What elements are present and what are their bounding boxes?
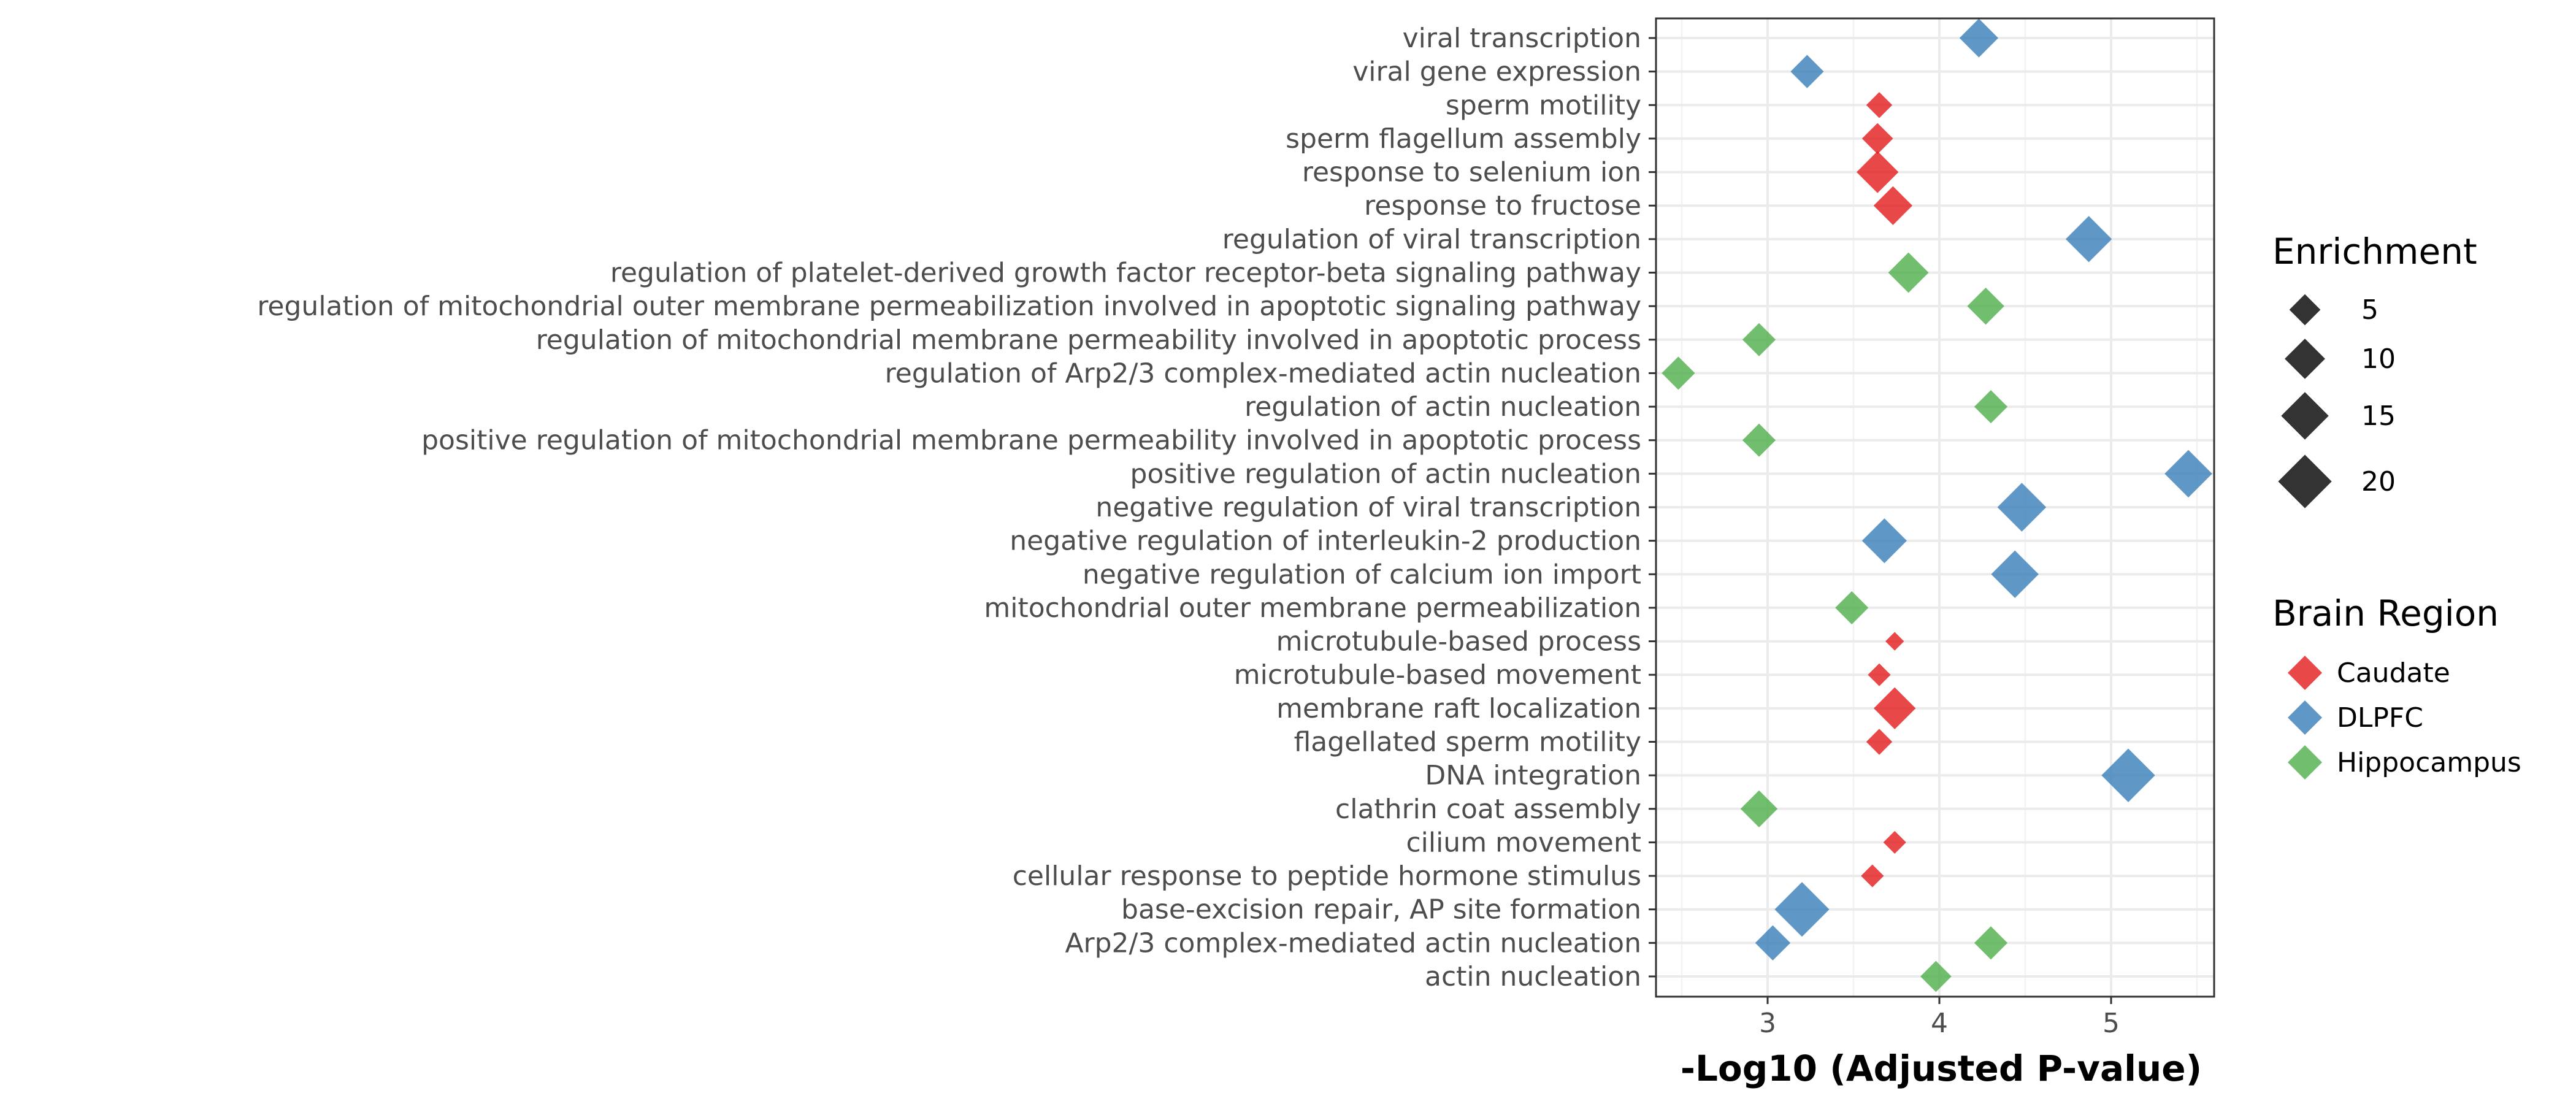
point-hippocampus-regulation-of-arp2-3-complex-mediated-actin-nucleation [1662,356,1695,390]
point-caudate-sperm-flagellum-assembly [1861,123,1893,155]
y-label-microtubule-based-process: microtubule-based process [1276,626,1641,657]
point-dlpfc-regulation-of-viral-transcription [2065,216,2112,263]
y-label-microtubule-based-movement: microtubule-based movement [1234,659,1641,691]
size-legend-label: 5 [2361,294,2379,326]
point-caudate-sperm-motility [1866,92,1893,118]
point-caudate-microtubule-based-process [1885,632,1904,651]
color-legend-title: Brain Region [2272,592,2499,634]
y-label-response-to-selenium-ion: response to selenium ion [1302,157,1641,188]
y-label-positive-regulation-of-actin-nucleation: positive regulation of actin nucleation [1130,458,1641,489]
point-dlpfc-viral-transcription [1959,18,1998,58]
y-label-positive-regulation-of-mitochondrial-membrane-permeability-involved-in-apoptotic-process: positive regulation of mitochondrial mem… [421,425,1641,456]
y-label-arp2-3-complex-mediated-actin-nucleation: Arp2/3 complex-mediated actin nucleation [1065,927,1641,959]
y-label-negative-regulation-of-viral-transcription: negative regulation of viral transcripti… [1095,492,1641,523]
y-label-flagellated-sperm-motility: flagellated sperm motility [1294,727,1641,758]
y-label-actin-nucleation: actin nucleation [1425,961,1641,992]
point-hippocampus-arp2-3-complex-mediated-actin-nucleation [1974,926,2008,960]
point-dlpfc-negative-regulation-of-calcium-ion-import [1991,550,2039,599]
x-tick-label-3: 3 [1759,1008,1776,1039]
point-dlpfc-dna-integration [2101,748,2155,802]
color-legend-label: Caudate [2337,657,2450,689]
point-hippocampus-regulation-of-mitochondrial-outer-membrane-permeabilization-involved-in-apoptotic-signaling-pathway [1967,287,2004,325]
size-legend-label: 10 [2361,343,2396,375]
size-legend-label: 20 [2361,466,2396,497]
x-axis-ticks: 3 4 5 [1759,997,2120,1039]
point-hippocampus-regulation-of-mitochondrial-membrane-permeability-involved-in-apoptotic-process [1742,323,1776,356]
y-label-regulation-of-mitochondrial-membrane-permeability-involved-in-apoptotic-process: regulation of mitochondrial membrane per… [536,324,1641,356]
grid-layer [1656,18,2214,997]
y-label-regulation-of-actin-nucleation: regulation of actin nucleation [1244,391,1641,423]
y-label-regulation-of-mitochondrial-outer-membrane-permeabilization-involved-in-apoptotic-signaling-pathway: regulation of mitochondrial outer membra… [257,291,1641,322]
y-label-regulation-of-arp2-3-complex-mediated-actin-nucleation: regulation of Arp2/3 complex-mediated ac… [885,358,1641,389]
point-hippocampus-regulation-of-platelet-derived-growth-factor-receptor-beta-signaling-pathway [1888,252,1929,293]
y-label-negative-regulation-of-calcium-ion-import: negative regulation of calcium ion impor… [1083,559,1641,590]
color-legend-key-dlpfc [2288,700,2322,735]
y-label-cilium-movement: cilium movement [1406,827,1641,858]
size-legend-key-5 [2289,294,2321,326]
point-dlpfc-positive-regulation-of-actin-nucleation [2164,450,2212,498]
point-caudate-microtubule-based-movement [1868,663,1891,686]
y-label-sperm-motility: sperm motility [1446,90,1641,121]
size-legend: Enrichment 5 10 15 20 [2272,231,2477,508]
y-label-clathrin-coat-assembly: clathrin coat assembly [1335,794,1641,825]
y-label-regulation-of-viral-transcription: regulation of viral transcription [1222,224,1641,255]
y-label-viral-transcription: viral transcription [1403,23,1641,54]
y-label-mitochondrial-outer-membrane-permeabilization: mitochondrial outer membrane permeabiliz… [984,592,1641,624]
point-hippocampus-positive-regulation-of-mitochondrial-membrane-permeability-involved-in-apoptotic-process [1742,423,1776,457]
y-label-cellular-response-to-peptide-hormone-stimulus: cellular response to peptide hormone sti… [1013,861,1641,892]
x-tick-label-5: 5 [2103,1008,2120,1039]
y-label-negative-regulation-of-interleukin-2-production: negative regulation of interleukin-2 pro… [1010,526,1641,557]
point-dlpfc-base-excision-repair-ap-site-formation [1774,882,1830,937]
point-caudate-cilium-movement [1883,830,1906,854]
point-caudate-cellular-response-to-peptide-hormone-stimulus [1861,864,1884,887]
color-legend-label: DLPFC [2337,702,2423,734]
point-caudate-membrane-raft-localization [1874,687,1916,730]
point-dlpfc-negative-regulation-of-interleukin-2-production [1861,518,1907,564]
size-legend-key-20 [2278,454,2332,508]
size-legend-key-10 [2285,339,2325,379]
y-label-response-to-fructose: response to fructose [1364,190,1641,221]
y-label-viral-gene-expression: viral gene expression [1352,56,1641,88]
point-hippocampus-actin-nucleation [1920,960,1952,992]
point-hippocampus-clathrin-coat-assembly [1740,790,1778,827]
point-hippocampus-mitochondrial-outer-membrane-permeabilization [1835,591,1869,625]
y-label-membrane-raft-localization: membrane raft localization [1276,693,1641,724]
y-label-regulation-of-platelet-derived-growth-factor-receptor-beta-signaling-pathway: regulation of platelet-derived growth fa… [610,258,1641,289]
x-tick-label-4: 4 [1931,1008,1948,1039]
color-legend-key-hippocampus [2288,745,2322,780]
color-legend-label: Hippocampus [2337,747,2521,778]
color-legend: Brain Region Caudate DLPFC Hippocampus [2272,592,2521,780]
color-legend-key-caudate [2288,656,2322,690]
size-legend-key-15 [2281,392,2329,440]
size-legend-title: Enrichment [2272,231,2477,272]
point-dlpfc-viral-gene-expression [1790,55,1824,88]
y-label-sperm-flagellum-assembly: sperm flagellum assembly [1286,123,1641,155]
point-dlpfc-arp2-3-complex-mediated-actin-nucleation [1755,925,1791,961]
y-label-dna-integration: DNA integration [1425,760,1641,791]
x-axis-title: -Log10 (Adjusted P-value) [1681,1048,2202,1089]
points-layer [1662,18,2212,992]
point-caudate-flagellated-sperm-motility [1866,729,1893,755]
point-caudate-response-to-fructose [1873,186,1912,225]
point-caudate-response-to-selenium-ion [1857,151,1899,193]
point-dlpfc-negative-regulation-of-viral-transcription [1997,483,2047,532]
point-hippocampus-regulation-of-actin-nucleation [1974,389,2008,424]
size-legend-label: 15 [2361,401,2396,432]
y-label-base-excision-repair-ap-site-formation: base-excision repair, AP site formation [1121,894,1641,926]
